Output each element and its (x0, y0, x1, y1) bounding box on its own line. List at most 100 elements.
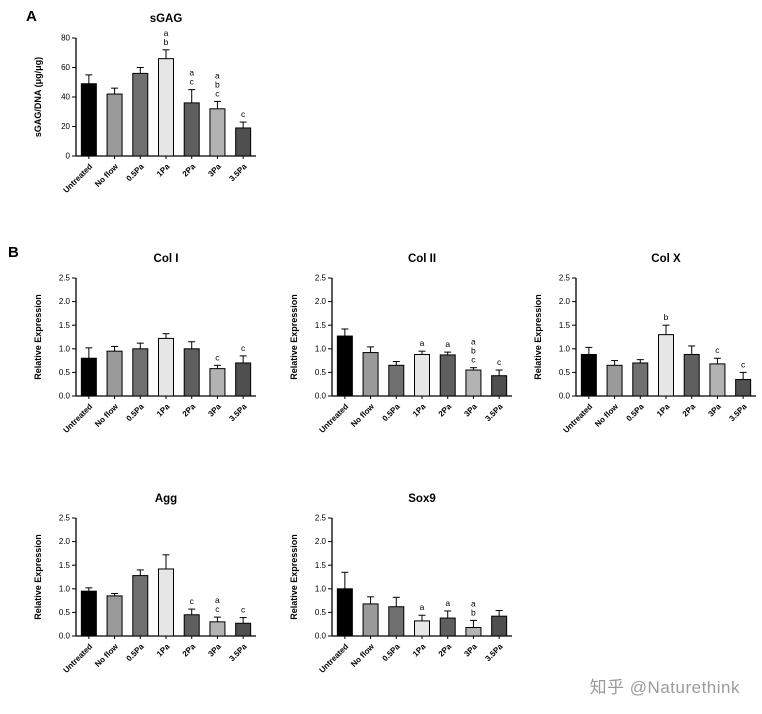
y-tick-label: 20 (61, 122, 70, 131)
significance-letter: b (215, 79, 220, 89)
bar-1pa (658, 334, 674, 397)
bar-no-flow (106, 93, 123, 157)
y-tick-label: 1.5 (315, 321, 327, 330)
y-tick-label: 2.0 (559, 297, 571, 306)
significance-letter: c (215, 604, 220, 614)
y-tick-label: 2.0 (315, 537, 327, 546)
significance-letter: c (241, 343, 246, 353)
x-tick-label: 3Pa (462, 402, 479, 419)
y-tick-label: 0.5 (59, 368, 71, 377)
y-tick-label: 0.5 (559, 368, 571, 377)
bar-untreated (336, 588, 353, 637)
bar-3-5pa (491, 375, 508, 397)
significance-letter: a (215, 70, 220, 80)
y-tick-label: 0.0 (315, 392, 327, 401)
y-tick-label: 0.5 (315, 608, 327, 617)
chart-title: Sox9 (408, 493, 436, 505)
bar-2pa (183, 348, 200, 397)
y-tick-label: 0.0 (59, 392, 71, 401)
significance-letter: c (741, 359, 746, 369)
chart-sgag-svg: sGAG sGAG/DNA (μg/μg) 0 20 40 60 80 UntreatedNo… (33, 13, 256, 195)
x-tick-label: Untreated (562, 402, 595, 435)
y-axis-label: Relative Expression (33, 294, 43, 380)
x-tick-label: 1Pa (411, 402, 428, 419)
x-tick-label: 2Pa (681, 402, 698, 419)
y-tick-label: 0.0 (315, 632, 327, 641)
bar-2pa (183, 102, 200, 157)
watermark-text: 知乎 @Naturethink (589, 678, 740, 697)
bar-1pa (158, 337, 174, 397)
chart-sox9-svg: Sox9 Relative Expression 0.0 0.5 1.0 1.5 2.0 2.… (289, 493, 512, 675)
bar-3pa (709, 363, 726, 397)
y-tick-label: 2.5 (59, 274, 71, 283)
y-axis-label: sGAG/DNA (μg/μg) (33, 57, 43, 137)
bar-3pa (209, 108, 226, 157)
significance-letter: a (189, 68, 194, 78)
x-tick-label: 3.5Pa (483, 642, 505, 664)
significance-letter: a (164, 28, 169, 38)
x-tick-label: No flow (93, 642, 120, 669)
x-tick-label: No flow (349, 642, 376, 669)
x-tick-label: 1Pa (155, 642, 172, 659)
y-tick-label: 0.0 (59, 632, 71, 641)
chart-sox9: Sox9 Relative Expression 0.0 0.5 1.0 1.5 2.0 2.… (286, 486, 518, 704)
y-tick-label: 2.5 (315, 274, 327, 283)
x-tick-label: Untreated (318, 642, 351, 675)
y-tick-label: 80 (61, 34, 70, 43)
x-tick-label: 0.5Pa (381, 402, 403, 424)
y-tick-label: 1.5 (59, 561, 71, 570)
y-axis-label: Relative Expression (289, 534, 299, 620)
significance-letter: a (445, 339, 450, 349)
bar-3-5pa (235, 127, 252, 157)
significance-letter: a (215, 595, 220, 605)
y-tick-label: 0.0 (559, 392, 571, 401)
significance-letter: c (215, 352, 220, 362)
bar-3-5pa (491, 615, 508, 637)
chart-col-ii: Col II Relative Expression 0.0 0.5 1.0 1.5 2.0… (286, 246, 518, 464)
x-tick-label: 3Pa (706, 402, 723, 419)
x-tick-label: 3.5Pa (483, 402, 505, 424)
panel-label-b: B (8, 244, 19, 261)
y-tick-label: 2.0 (315, 297, 327, 306)
chart-col2-svg: Col II Relative Expression 0.0 0.5 1.0 1.5 2.0… (289, 253, 512, 435)
bar-untreated (80, 357, 97, 397)
x-tick-label: Untreated (62, 162, 95, 195)
bar-no-flow (606, 364, 623, 397)
chart-col-i: Col I Relative Expression 0.0 0.5 1.0 1.5 2.0 2… (30, 246, 262, 464)
y-tick-label: 2.0 (59, 297, 71, 306)
y-tick-label: 0.5 (59, 608, 71, 617)
x-tick-label: 0.5Pa (381, 642, 403, 664)
bar-2pa (183, 614, 200, 637)
significance-letter: b (471, 346, 476, 356)
significance-letter: a (445, 598, 450, 608)
x-tick-label: 3.5Pa (227, 642, 249, 664)
x-tick-label: 2Pa (181, 162, 198, 179)
x-tick-label: 3Pa (206, 642, 223, 659)
x-tick-label: 1Pa (155, 402, 172, 419)
y-tick-label: 1.5 (559, 321, 571, 330)
y-tick-label: 0.5 (315, 368, 327, 377)
x-tick-label: Untreated (62, 402, 95, 435)
panel-label-a: A (26, 8, 37, 25)
chart-title: Col II (408, 253, 436, 265)
y-tick-label: 2.5 (59, 514, 71, 523)
x-tick-label: 0.5Pa (125, 402, 147, 424)
significance-letter: c (497, 357, 502, 367)
y-tick-label: 1.0 (315, 584, 327, 593)
x-tick-label: Untreated (62, 642, 95, 675)
bar-no-flow (106, 350, 123, 397)
significance-letter: a (471, 337, 476, 347)
bar-0-5pa (132, 348, 149, 397)
chart-sgag: sGAG sGAG/DNA (μg/μg) 0 20 40 60 80 Untreated No… (30, 6, 262, 224)
chart-agg: Agg Relative Expression 0.0 0.5 1.0 1.5 2.0 2.5… (30, 486, 262, 704)
chart-title: Col I (154, 253, 179, 265)
significance-letter: c (471, 355, 476, 365)
significance-letter: c (241, 605, 246, 615)
x-tick-label: 3Pa (206, 402, 223, 419)
x-tick-label: 3Pa (462, 642, 479, 659)
bar-no-flow (362, 352, 379, 397)
x-tick-label: 3.5Pa (227, 402, 249, 424)
x-tick-label: 2Pa (437, 642, 454, 659)
y-axis-label: Relative Expression (533, 294, 543, 380)
